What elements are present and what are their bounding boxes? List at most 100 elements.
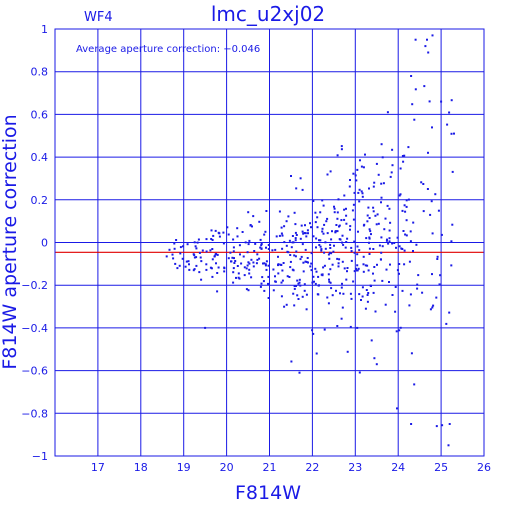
data-point bbox=[216, 253, 219, 256]
data-point bbox=[272, 268, 275, 271]
data-point bbox=[301, 230, 304, 233]
data-point bbox=[310, 226, 312, 229]
data-point bbox=[439, 274, 442, 277]
chart-title: lmc_u2xj02 bbox=[211, 2, 325, 26]
data-point bbox=[305, 293, 308, 296]
y-tick-label: −1 bbox=[32, 450, 48, 463]
data-point bbox=[358, 293, 361, 296]
data-point bbox=[267, 248, 270, 250]
average-annotation: Average aperture correction: −0.046 bbox=[76, 44, 260, 55]
data-point bbox=[423, 85, 426, 88]
data-point bbox=[429, 213, 432, 216]
data-point bbox=[405, 219, 408, 222]
data-point bbox=[370, 233, 372, 236]
data-point bbox=[300, 255, 303, 258]
data-point bbox=[336, 217, 339, 220]
data-point bbox=[318, 239, 320, 242]
data-point bbox=[343, 267, 346, 270]
y-tick-label: −0.6 bbox=[21, 365, 48, 378]
chip-label: WF4 bbox=[84, 10, 113, 25]
data-point bbox=[417, 274, 420, 277]
data-point bbox=[413, 118, 416, 121]
data-point bbox=[362, 255, 365, 258]
data-point bbox=[337, 262, 340, 265]
data-point bbox=[253, 250, 256, 252]
data-point bbox=[211, 239, 214, 241]
data-point bbox=[238, 277, 241, 280]
data-point bbox=[327, 302, 330, 305]
data-point bbox=[174, 262, 177, 265]
data-point bbox=[355, 269, 358, 272]
data-point bbox=[304, 224, 306, 227]
data-point bbox=[353, 251, 356, 254]
data-point bbox=[329, 170, 332, 173]
data-point bbox=[402, 230, 405, 232]
data-point bbox=[409, 240, 412, 243]
data-point bbox=[289, 260, 292, 263]
data-point bbox=[388, 237, 391, 240]
data-point bbox=[331, 263, 334, 266]
data-point bbox=[265, 210, 268, 212]
data-point bbox=[408, 304, 411, 307]
data-point bbox=[325, 220, 328, 223]
data-point bbox=[386, 238, 388, 241]
data-point bbox=[192, 269, 195, 272]
data-point bbox=[321, 274, 324, 277]
data-point bbox=[261, 276, 264, 279]
data-point bbox=[260, 243, 263, 245]
x-tick-label: 21 bbox=[263, 461, 277, 474]
data-point bbox=[409, 230, 412, 233]
data-point bbox=[370, 339, 373, 342]
data-point bbox=[211, 275, 214, 278]
data-point bbox=[255, 262, 258, 265]
data-point bbox=[402, 160, 405, 163]
data-point bbox=[405, 234, 408, 237]
data-point bbox=[277, 255, 279, 258]
data-point bbox=[337, 198, 340, 201]
data-point bbox=[258, 257, 261, 260]
data-point bbox=[362, 166, 365, 169]
data-point bbox=[305, 261, 308, 263]
data-point bbox=[381, 279, 384, 282]
data-point bbox=[314, 267, 317, 270]
data-point bbox=[176, 267, 179, 270]
data-point bbox=[414, 88, 417, 91]
data-point bbox=[382, 182, 385, 185]
data-point bbox=[178, 264, 181, 267]
data-point bbox=[309, 222, 311, 225]
data-point bbox=[303, 283, 306, 286]
data-point bbox=[435, 296, 438, 299]
data-point bbox=[375, 363, 378, 366]
data-point bbox=[252, 261, 255, 264]
data-point bbox=[398, 194, 401, 197]
y-tick-label: 0.2 bbox=[31, 194, 49, 207]
data-point bbox=[410, 423, 413, 425]
data-point bbox=[361, 195, 364, 198]
data-point bbox=[283, 305, 286, 308]
data-point bbox=[329, 247, 332, 249]
data-point bbox=[340, 286, 343, 289]
data-point bbox=[366, 220, 369, 223]
data-point bbox=[431, 34, 434, 37]
data-point bbox=[341, 234, 344, 237]
data-point bbox=[294, 239, 297, 242]
data-point bbox=[186, 243, 189, 246]
data-point bbox=[304, 260, 307, 263]
data-point bbox=[326, 217, 329, 220]
data-point bbox=[278, 234, 281, 237]
data-point bbox=[331, 294, 334, 297]
x-tick-label: 22 bbox=[305, 461, 319, 474]
data-point bbox=[381, 156, 384, 159]
data-point bbox=[318, 244, 321, 246]
data-point bbox=[297, 282, 300, 285]
data-point bbox=[245, 267, 248, 270]
data-point bbox=[252, 215, 255, 218]
data-point bbox=[329, 268, 332, 271]
data-point bbox=[384, 303, 387, 306]
x-tick-label: 17 bbox=[91, 461, 105, 474]
data-point bbox=[327, 273, 330, 276]
data-point bbox=[315, 237, 318, 240]
data-point bbox=[324, 247, 327, 250]
data-point bbox=[445, 322, 448, 325]
data-point bbox=[346, 270, 348, 273]
